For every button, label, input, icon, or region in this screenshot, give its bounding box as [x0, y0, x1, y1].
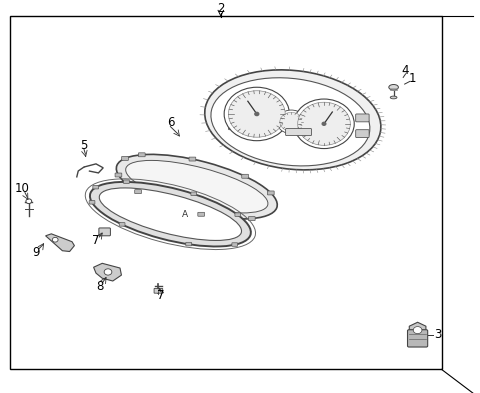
- Circle shape: [104, 269, 112, 275]
- Ellipse shape: [205, 70, 381, 170]
- Circle shape: [413, 327, 422, 334]
- FancyBboxPatch shape: [408, 330, 428, 347]
- Circle shape: [294, 99, 354, 149]
- Circle shape: [52, 237, 58, 242]
- FancyBboxPatch shape: [191, 192, 197, 196]
- FancyBboxPatch shape: [121, 156, 128, 160]
- Text: 5: 5: [80, 139, 88, 152]
- Polygon shape: [46, 234, 74, 252]
- FancyBboxPatch shape: [154, 288, 163, 293]
- Text: 7: 7: [157, 289, 165, 302]
- Circle shape: [255, 112, 259, 116]
- FancyBboxPatch shape: [99, 228, 110, 236]
- Text: 4: 4: [402, 64, 409, 77]
- FancyBboxPatch shape: [115, 173, 122, 177]
- FancyBboxPatch shape: [119, 222, 125, 226]
- Circle shape: [224, 87, 289, 141]
- Circle shape: [26, 199, 32, 204]
- FancyBboxPatch shape: [228, 122, 242, 130]
- FancyBboxPatch shape: [138, 153, 145, 157]
- FancyBboxPatch shape: [198, 212, 204, 216]
- FancyBboxPatch shape: [228, 110, 242, 118]
- Text: A: A: [182, 210, 188, 219]
- FancyBboxPatch shape: [89, 200, 95, 204]
- Circle shape: [228, 91, 285, 137]
- Text: 3: 3: [434, 328, 442, 342]
- FancyBboxPatch shape: [186, 242, 192, 246]
- Text: 6: 6: [167, 116, 174, 129]
- FancyBboxPatch shape: [189, 157, 196, 161]
- FancyBboxPatch shape: [286, 129, 312, 136]
- Circle shape: [277, 110, 306, 134]
- Text: 10: 10: [15, 182, 29, 195]
- FancyBboxPatch shape: [356, 114, 369, 122]
- Text: 8: 8: [96, 280, 104, 294]
- Bar: [10, 16, 442, 369]
- FancyBboxPatch shape: [135, 190, 142, 194]
- Ellipse shape: [90, 182, 251, 246]
- FancyBboxPatch shape: [242, 174, 249, 178]
- FancyBboxPatch shape: [249, 217, 255, 220]
- Ellipse shape: [211, 78, 370, 166]
- Polygon shape: [94, 263, 121, 281]
- Ellipse shape: [390, 96, 397, 99]
- FancyBboxPatch shape: [93, 185, 98, 189]
- FancyBboxPatch shape: [235, 213, 240, 217]
- FancyBboxPatch shape: [356, 130, 369, 138]
- FancyBboxPatch shape: [232, 243, 238, 246]
- Ellipse shape: [389, 84, 398, 90]
- Polygon shape: [409, 322, 426, 338]
- Circle shape: [322, 122, 326, 125]
- Circle shape: [280, 112, 303, 131]
- FancyBboxPatch shape: [267, 191, 274, 195]
- Text: 2: 2: [217, 2, 225, 15]
- Ellipse shape: [126, 160, 268, 213]
- Text: 7: 7: [92, 234, 100, 247]
- Text: 1: 1: [409, 72, 417, 85]
- Circle shape: [298, 102, 350, 145]
- FancyBboxPatch shape: [123, 180, 129, 184]
- Ellipse shape: [116, 154, 277, 219]
- Text: 9: 9: [32, 246, 40, 259]
- Ellipse shape: [99, 188, 241, 241]
